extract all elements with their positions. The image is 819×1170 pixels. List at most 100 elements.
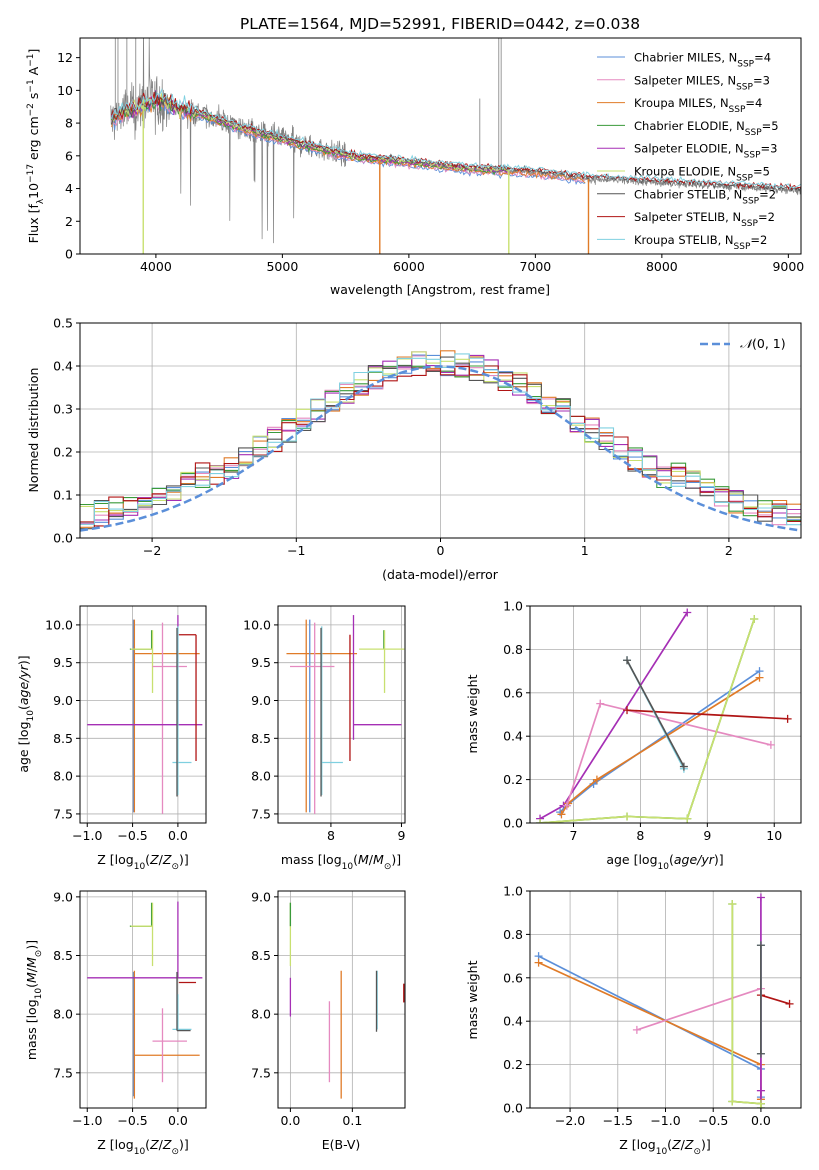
y-tick-label: 10.0 xyxy=(45,617,73,632)
weight-marker xyxy=(557,810,566,819)
x-tick-label: 0 xyxy=(437,543,445,558)
y-tick-label: 9.0 xyxy=(251,889,271,904)
x-tick-label: 1 xyxy=(581,543,589,558)
weight-line xyxy=(626,659,685,768)
errorbar-point xyxy=(152,1008,187,1083)
model-spectrum-salpeter-miles xyxy=(111,98,586,183)
y-tick-label: 0.2 xyxy=(503,1057,523,1072)
axes-mass-vs-ebv: 0.0 0.1 7.5 8.0 8.5 9.0 E(B-V) xyxy=(251,889,406,1152)
x-tick-label: −2.0 xyxy=(555,1113,585,1128)
figure-title: PLATE=1564, MJD=52991, FIBERID=0442, z=0… xyxy=(240,15,640,33)
errorbar-point xyxy=(359,630,405,693)
y-tick-label: 8.0 xyxy=(251,769,271,784)
x-tick-label: −1.0 xyxy=(650,1113,680,1128)
errorbar-point xyxy=(352,615,402,740)
weight-marker xyxy=(683,814,692,823)
x-axis-label: (data-model)/error xyxy=(382,567,499,582)
weight-marker xyxy=(783,714,792,723)
model-spectrum-kroupa-stelib xyxy=(111,87,801,190)
y-tick-label: 9.0 xyxy=(251,693,271,708)
legend-label: 𝒩(0, 1) xyxy=(740,336,786,351)
errorbar-point xyxy=(130,902,154,967)
y-tick-label: 0.6 xyxy=(503,685,523,700)
axes-frame xyxy=(529,605,802,824)
weight-marker xyxy=(728,1097,737,1106)
weight-line xyxy=(760,994,790,1005)
weight-marker xyxy=(592,775,601,784)
x-tick-label: 10 xyxy=(766,828,782,843)
x-tick-label: −2 xyxy=(143,543,161,558)
weight-marker xyxy=(623,706,632,715)
legend-label: Chabrier ELODIE, NSSP=5 xyxy=(634,119,779,138)
x-tick-label: 7 xyxy=(570,828,578,843)
y-tick-label: 8 xyxy=(65,116,73,131)
plot-area xyxy=(536,608,792,823)
errorbar-point xyxy=(133,970,200,1099)
legend-label: Kroupa ELODIE, NSSP=5 xyxy=(634,165,770,184)
y-tick-label: 12 xyxy=(57,50,73,65)
y-tick-label: 0.8 xyxy=(503,927,523,942)
errorbar-point xyxy=(87,615,203,726)
weight-marker xyxy=(562,801,571,810)
x-axis-label: E(B-V) xyxy=(322,1137,361,1152)
axes-age-vs-mass: 8 9 7.5 8.0 8.5 9.0 9.5 10.0 mass [log10(M/M⊙)] xyxy=(243,605,406,872)
y-axis-label: Flux [fλ10−17 erg cm−2 s−1 A−1] xyxy=(26,49,46,244)
x-axis-label: Z [log10(Z/Z⊙)] xyxy=(97,1137,189,1157)
y-tick-label: 0.2 xyxy=(503,772,523,787)
y-axis-label: mass weight xyxy=(465,960,480,1039)
y-tick-label: 0.4 xyxy=(53,359,73,374)
x-tick-label: 6000 xyxy=(393,259,425,274)
legend-label: Salpeter ELODIE, NSSP=3 xyxy=(634,142,777,161)
x-tick-label: 9 xyxy=(703,828,711,843)
weight-marker xyxy=(534,958,543,967)
errorbar-point xyxy=(321,626,343,796)
x-tick-label: 0.0 xyxy=(751,1113,771,1128)
x-axis-label: wavelength [Angstrom, rest frame] xyxy=(330,282,550,297)
axes-frame xyxy=(79,605,207,824)
weight-marker xyxy=(679,762,688,771)
weight-marker xyxy=(756,941,765,950)
x-tick-label: 0.0 xyxy=(280,1113,300,1128)
legend-label: Salpeter STELIB, NSSP=2 xyxy=(634,210,775,229)
y-tick-label: 9.5 xyxy=(53,655,73,670)
y-tick-label: 0.0 xyxy=(503,816,523,831)
x-tick-label: 9000 xyxy=(772,259,804,274)
weight-line xyxy=(559,670,760,813)
x-tick-label: 0.0 xyxy=(168,1113,188,1128)
x-tick-label: 4000 xyxy=(140,259,172,274)
plot-area xyxy=(289,902,405,1099)
weight-marker xyxy=(683,608,692,617)
weight-marker xyxy=(756,1086,765,1095)
y-tick-label: 6 xyxy=(65,148,73,163)
plot-area xyxy=(286,615,405,814)
x-tick-label: −1.5 xyxy=(603,1113,633,1128)
y-tick-label: 1.0 xyxy=(503,884,523,899)
plot-area xyxy=(87,901,203,1099)
errorbar-point xyxy=(172,994,192,1031)
errorbar-point xyxy=(152,622,187,814)
legend-label: Kroupa MILES, NSSP=4 xyxy=(634,96,762,115)
legend-label: Chabrier STELIB, NSSP=2 xyxy=(634,187,776,206)
weight-marker xyxy=(632,1025,641,1034)
x-tick-label: 0.0 xyxy=(168,828,188,843)
residual-histogram xyxy=(80,365,801,527)
x-tick-label: 8 xyxy=(636,828,644,843)
weight-marker xyxy=(756,1104,765,1108)
x-tick-label: 9 xyxy=(397,828,405,843)
errorbar-point xyxy=(130,630,154,693)
axes-frame xyxy=(79,890,207,1109)
weight-marker xyxy=(728,900,737,909)
weight-marker xyxy=(756,893,765,902)
axes-spectrum: 4000 5000 6000 7000 8000 9000 0 2 4 6 8 10 12 Chabrie… xyxy=(26,37,804,297)
errorbar-point xyxy=(178,634,197,761)
weight-line xyxy=(560,676,760,815)
x-axis-label: Z [log10(Z/Z⊙)] xyxy=(97,852,189,872)
weight-marker xyxy=(755,673,764,682)
y-tick-label: 2 xyxy=(65,214,73,229)
x-tick-label: −0.5 xyxy=(117,1113,147,1128)
legend-label: Kroupa STELIB, NSSP=2 xyxy=(634,233,767,252)
x-tick-label: 5000 xyxy=(266,259,298,274)
y-tick-label: 8.0 xyxy=(53,769,73,784)
weight-marker xyxy=(536,819,545,823)
